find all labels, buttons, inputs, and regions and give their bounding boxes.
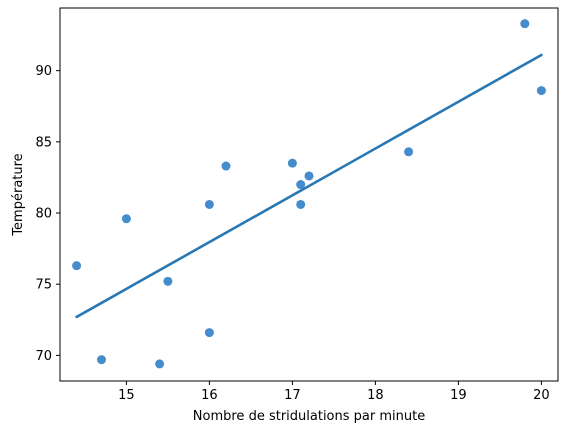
y-tick-label: 90 — [35, 64, 52, 79]
data-point — [304, 171, 314, 181]
x-tick-label: 17 — [284, 388, 301, 403]
regression-line — [75, 53, 543, 319]
x-tick-label: 16 — [201, 388, 218, 403]
data-point — [72, 261, 82, 271]
data-point — [296, 180, 306, 190]
x-tick-label: 15 — [118, 388, 135, 403]
axis-ticks-layer: 15 16 17 18 19 20 70 75 80 85 90 — [35, 64, 549, 403]
y-axis-label: Température — [11, 153, 26, 236]
y-tick-label: 85 — [35, 135, 52, 150]
data-point — [520, 19, 530, 29]
x-tick-label: 19 — [450, 388, 467, 403]
x-tick-label: 18 — [367, 388, 384, 403]
data-point — [221, 161, 231, 171]
x-axis-label: Nombre de stridulations par minute — [193, 409, 425, 424]
plot-frame — [59, 7, 559, 382]
x-tick-label: 20 — [533, 388, 550, 403]
data-point — [97, 355, 106, 365]
data-point — [163, 276, 173, 286]
data-point — [204, 199, 214, 209]
data-point — [204, 328, 214, 338]
data-point — [296, 199, 306, 209]
data-point — [404, 147, 414, 157]
y-tick-label: 80 — [35, 207, 52, 222]
y-tick-label: 75 — [35, 278, 52, 293]
data-point — [155, 359, 165, 369]
data-point — [121, 214, 131, 224]
data-point — [287, 158, 297, 168]
y-tick-label: 70 — [35, 349, 52, 364]
plot-background — [60, 8, 558, 381]
regression-line-layer — [75, 53, 543, 319]
data-points-layer — [72, 19, 546, 369]
data-point — [536, 86, 546, 96]
